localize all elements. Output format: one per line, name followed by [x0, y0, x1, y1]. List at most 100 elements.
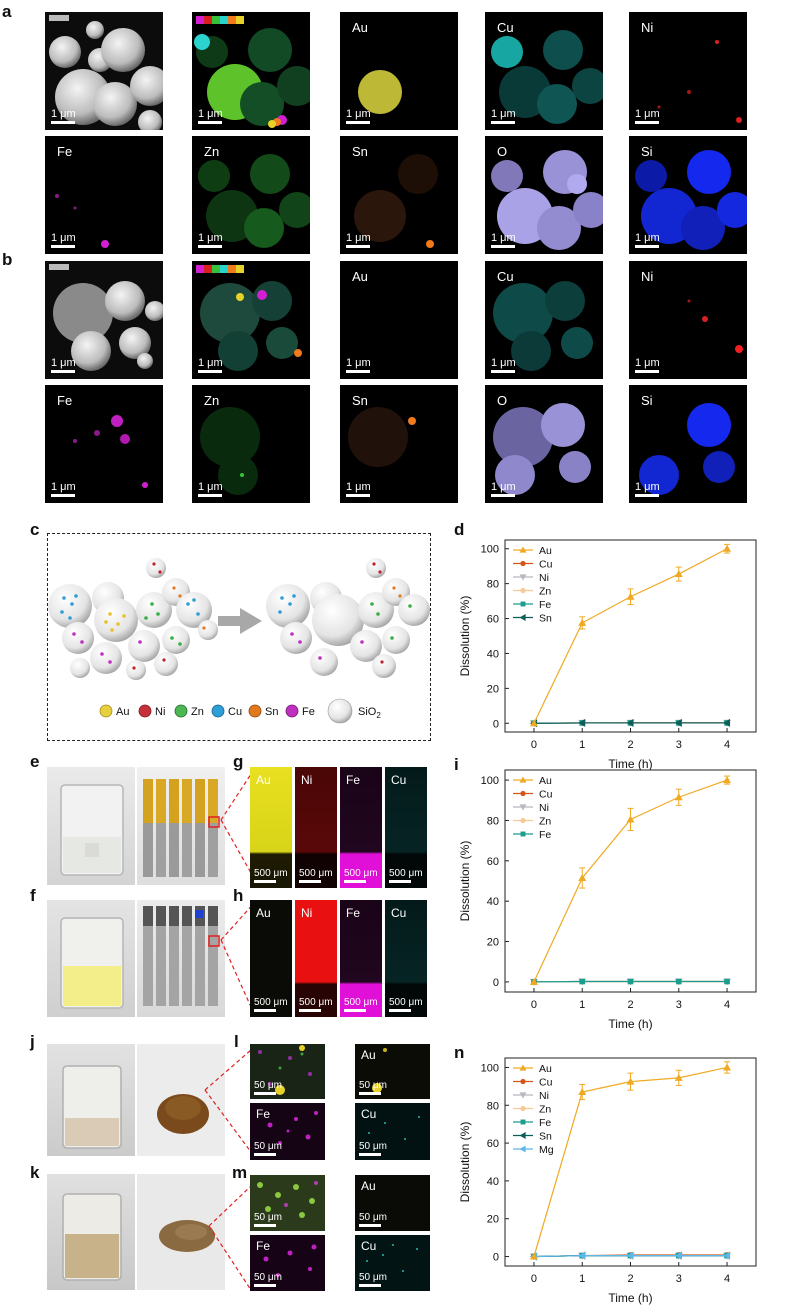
element-label: Fe [346, 773, 361, 787]
element-label: Au [352, 269, 368, 284]
data-point [520, 560, 526, 567]
map-a-Fe: Fe 1 μm [45, 136, 163, 254]
pins-photo-f [137, 900, 225, 1017]
map-m-Cu: Cu 50 μm [355, 1235, 430, 1291]
data-point [578, 618, 587, 626]
scale-bar: 1 μm [635, 357, 660, 373]
scale-bar: 1 μm [51, 357, 76, 373]
element-label: Cu [391, 906, 407, 920]
sem-image-a: 1 μm [45, 12, 163, 130]
map-a-Si: Si 1 μm [629, 136, 747, 254]
map-a-Sn: Sn 1 μm [340, 136, 458, 254]
map-h-Fe: Fe 500 μm [340, 900, 382, 1017]
data-point [723, 718, 731, 727]
data-point [579, 978, 586, 985]
element-label: Zn [204, 393, 220, 408]
x-tick-label: 2 [627, 999, 633, 1011]
scale-bar: 1 μm [346, 232, 371, 248]
element-label: O [497, 144, 508, 159]
scale-bar: 1 μm [51, 232, 76, 248]
y-axis-label: Dissolution (%) [458, 841, 472, 922]
zoom-connector-lines [220, 767, 256, 1017]
legend-label: Au [539, 1063, 552, 1075]
element-label: Zn [204, 144, 220, 159]
panel-letter-c: c [30, 520, 40, 539]
series-Au [529, 543, 732, 727]
data-point [724, 978, 730, 985]
overlay-map-m: 50 μm [250, 1175, 325, 1231]
x-tick-label: 3 [676, 1273, 682, 1285]
scale-bar: 50 μm [254, 1272, 282, 1287]
legend-label-sio2: SiO2 [358, 706, 381, 720]
y-axis-label: Dissolution (%) [458, 596, 472, 677]
series-Au [529, 1061, 732, 1260]
map-b-Zn: Zn 1 μm [192, 385, 310, 503]
legend-label: Zn [539, 1104, 551, 1116]
x-tick-label: 2 [627, 1273, 633, 1285]
beaker-photo-j [47, 1044, 135, 1156]
y-tick-label: 20 [487, 937, 499, 949]
data-point [520, 817, 526, 824]
scale-bar: 1 μm [491, 357, 516, 373]
y-tick-label: 80 [487, 815, 499, 827]
y-tick-label: 40 [487, 1176, 499, 1188]
data-point [723, 1063, 732, 1071]
data-point [723, 776, 732, 784]
zoom-connector-lines-lm [204, 1049, 252, 1291]
panel-letter-n: n [454, 1043, 465, 1062]
data-point [529, 719, 538, 727]
panel-letter-a: a [2, 2, 12, 21]
x-axis-label: Time (h) [608, 757, 652, 771]
y-tick-label: 100 [481, 544, 499, 556]
x-tick-label: 4 [724, 1273, 730, 1285]
overlay-map-l: 50 μm [250, 1044, 325, 1099]
data-point [674, 570, 683, 578]
element-label: Ni [301, 773, 313, 787]
scale-bar: 500 μm [254, 997, 288, 1012]
map-b-Ni: Ni 1 μm [629, 261, 747, 379]
x-tick-label: 3 [676, 739, 682, 751]
powder-photo-j [137, 1044, 225, 1156]
panel-letter-k: k [30, 1163, 40, 1182]
map-b-Si: Si 1 μm [629, 385, 747, 503]
legend-label: Cu [228, 706, 242, 718]
schematic-legend: Au Ni Zn Cu Sn Fe SiO2 [99, 698, 381, 724]
data-point [519, 614, 526, 621]
scale-bar: 1 μm [491, 232, 516, 248]
x-tick-label: 0 [531, 1273, 537, 1285]
legend-label: Ni [539, 572, 549, 584]
legend-label: Mg [539, 1144, 554, 1156]
scale-bar: 500 μm [299, 868, 333, 883]
legend-label: Sn [539, 613, 552, 625]
map-a-Ni: Ni 1 μm [629, 12, 747, 130]
element-label: Fe [256, 1239, 271, 1253]
x-tick-label: 1 [579, 739, 585, 751]
legend-label: Sn [265, 706, 278, 718]
data-point [723, 544, 732, 552]
element-label: Cu [391, 773, 407, 787]
x-tick-label: 1 [579, 999, 585, 1011]
map-l-Au: Au 50 μm [355, 1044, 430, 1099]
map-l-Cu: Cu 50 μm [355, 1103, 430, 1160]
legend-label: Fe [302, 706, 315, 718]
data-point [520, 587, 526, 594]
scale-bar: 1 μm [198, 481, 223, 497]
scale-bar: 50 μm [359, 1141, 387, 1156]
legend-label: Cu [539, 559, 553, 571]
map-h-Ni: Ni 500 μm [295, 900, 337, 1017]
data-point [626, 592, 635, 600]
element-label: Au [361, 1179, 376, 1193]
panel-letter-h: h [233, 886, 244, 905]
legend-label: Zn [191, 706, 204, 718]
x-tick-label: 2 [627, 739, 633, 751]
data-point [626, 815, 635, 823]
panel-letter-b: b [2, 250, 13, 269]
panel-letter-d: d [454, 520, 465, 539]
legend-label: Ni [539, 802, 549, 814]
data-point [519, 804, 527, 811]
data-point [519, 776, 527, 783]
map-a-O: O 1 μm [485, 136, 603, 254]
map-g-Fe: Fe 500 μm [340, 767, 382, 888]
element-label: Ni [641, 269, 654, 284]
scale-bar: 1 μm [198, 232, 223, 248]
